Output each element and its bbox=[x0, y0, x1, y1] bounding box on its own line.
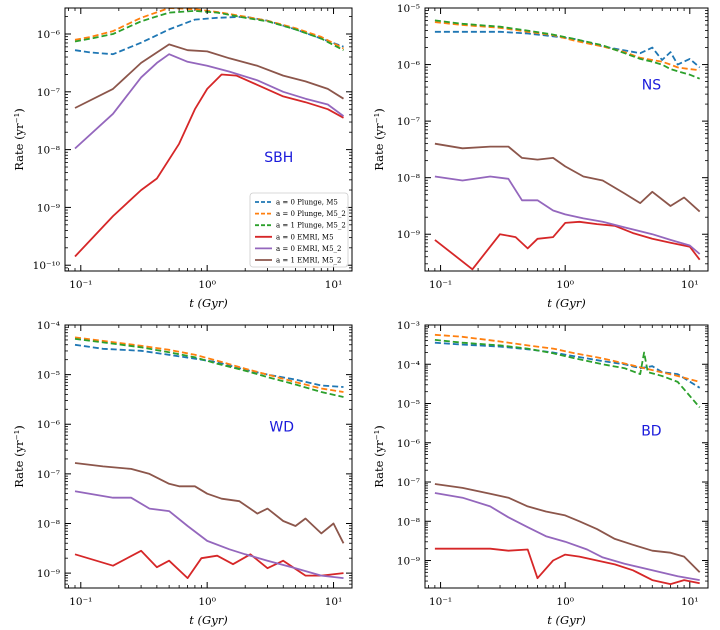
x-tick-label: 10¹ bbox=[681, 596, 699, 608]
legend-entry: a = 1 EMRI, M5_2 bbox=[276, 257, 342, 265]
series-line-plunge_a0_M5 bbox=[434, 30, 701, 69]
x-tick-label: 10⁰ bbox=[556, 596, 574, 608]
panel-bd: 10⁻¹ 10⁰ 10¹ 10⁻⁹ 10⁻⁸ 10⁻⁷ 10⁻⁶ 10⁻⁵ 10⁻⁴ 10⁻³ t … bbox=[372, 320, 709, 627]
series-line-emri_a1_M52 bbox=[74, 43, 344, 109]
y-tick-label: 10⁻⁷ bbox=[397, 116, 420, 128]
series-line-plunge_a0_M5 bbox=[434, 341, 701, 389]
y-tick-label: 10⁻⁸ bbox=[37, 518, 60, 530]
x-tick-label: 10⁰ bbox=[198, 279, 216, 291]
y-tick-label: 10⁻⁷ bbox=[37, 87, 60, 99]
series-line-plunge_a0_M52 bbox=[434, 21, 700, 72]
x-axis-label: t (Gyr) bbox=[189, 296, 227, 310]
series-line-emri_a0_M5 bbox=[74, 549, 344, 579]
x-tick-label: 10⁻¹ bbox=[429, 279, 452, 291]
y-tick-label: 10⁻⁹ bbox=[397, 556, 420, 568]
y-axis-label: Rate (yr⁻¹) bbox=[12, 425, 26, 488]
legend-entry: a = 0 EMRI, M5 bbox=[276, 233, 334, 241]
panel-label: SBH bbox=[264, 150, 293, 166]
series-line-emri_a0_M52 bbox=[74, 53, 345, 150]
plot-frame bbox=[64, 7, 353, 272]
plot-frame bbox=[424, 324, 709, 589]
series-line-emri_a0_M52 bbox=[74, 490, 344, 579]
y-tick-label: 10⁻⁶ bbox=[397, 60, 420, 72]
y-axis-label: Rate (yr⁻¹) bbox=[12, 108, 26, 171]
x-tick-label: 10⁰ bbox=[198, 596, 216, 608]
series-line-plunge_a1_M52 bbox=[74, 338, 344, 398]
panel-label: BD bbox=[641, 423, 661, 439]
series-line-plunge_a0_M5 bbox=[74, 15, 344, 56]
y-tick-label: 10⁻⁹ bbox=[397, 229, 420, 241]
series-line-plunge_a0_M52 bbox=[74, 8, 344, 50]
y-tick-label: 10⁻⁶ bbox=[37, 419, 60, 431]
x-tick-label: 10¹ bbox=[681, 279, 699, 291]
plot-frame bbox=[64, 324, 353, 589]
series-line-emri_a1_M52 bbox=[74, 462, 345, 544]
x-tick-label: 10⁻¹ bbox=[429, 596, 452, 608]
series-line-plunge_a1_M52 bbox=[434, 19, 701, 80]
y-tick-label: 10⁻⁴ bbox=[397, 359, 420, 371]
y-tick-label: 10⁻⁶ bbox=[397, 438, 420, 450]
x-axis-label: t (Gyr) bbox=[547, 613, 585, 627]
legend-entry: a = 0 Plunge, M5_2 bbox=[276, 210, 346, 218]
legend-entry: a = 0 EMRI, M5_2 bbox=[276, 245, 342, 253]
x-tick-label: 10¹ bbox=[325, 596, 343, 608]
legend-entry: a = 0 Plunge, M5 bbox=[276, 199, 338, 207]
y-tick-label: 10⁻³ bbox=[397, 320, 420, 332]
y-tick-label: 10⁻⁶ bbox=[37, 29, 60, 41]
y-tick-label: 10⁻⁵ bbox=[397, 3, 420, 15]
y-tick-label: 10⁻¹⁰ bbox=[33, 260, 60, 272]
series-line-plunge_a0_M52 bbox=[434, 333, 700, 383]
x-axis-label: t (Gyr) bbox=[189, 613, 227, 627]
y-tick-label: 10⁻⁷ bbox=[37, 469, 60, 481]
y-axis-label: Rate (yr⁻¹) bbox=[372, 425, 386, 488]
series-line-plunge_a1_M52 bbox=[74, 9, 344, 51]
panel-label: WD bbox=[269, 420, 294, 436]
series-line-emri_a0_M52 bbox=[434, 492, 700, 581]
panel-wd: 10⁻¹ 10⁰ 10¹ 10⁻⁹ 10⁻⁸ 10⁻⁷ 10⁻⁶ 10⁻⁵ 10⁻⁴ t (Gyr… bbox=[12, 320, 353, 627]
y-tick-label: 10⁻⁷ bbox=[397, 477, 420, 489]
y-tick-label: 10⁻⁸ bbox=[397, 173, 420, 185]
y-tick-label: 10⁻⁸ bbox=[397, 516, 420, 528]
y-tick-label: 10⁻⁹ bbox=[37, 202, 60, 214]
panel-sbh: 10⁻¹ 10⁰ 10¹ 10⁻¹⁰ 10⁻⁹ 10⁻⁸ 10⁻⁷ 10⁻⁶ t (Gyr) Ra… bbox=[12, 7, 353, 310]
y-tick-label: 10⁻⁵ bbox=[37, 370, 60, 382]
series-line-emri_a0_M52 bbox=[434, 175, 701, 255]
y-axis-label: Rate (yr⁻¹) bbox=[372, 108, 386, 171]
legend-entry: a = 1 Plunge, M5_2 bbox=[276, 222, 346, 230]
x-tick-label: 10¹ bbox=[325, 279, 343, 291]
series-line-plunge_a0_M52 bbox=[74, 336, 344, 393]
y-tick-label: 10⁻⁵ bbox=[397, 399, 420, 411]
series-line-plunge_a1_M52 bbox=[434, 339, 701, 408]
legend-box bbox=[249, 192, 349, 268]
panel-label: NS bbox=[642, 78, 661, 94]
series-line-emri_a0_M5 bbox=[434, 220, 701, 271]
legend: a = 0 Plunge, M5 a = 0 Plunge, M5_2a = 1 … bbox=[249, 192, 349, 268]
x-tick-label: 10⁻¹ bbox=[69, 279, 92, 291]
x-tick-label: 10⁻¹ bbox=[69, 596, 92, 608]
panel-ns: 10⁻¹ 10⁰ 10¹ 10⁻⁹ 10⁻⁸ 10⁻⁷ 10⁻⁶ 10⁻⁵ t (Gyr) Rat… bbox=[372, 3, 709, 310]
series-line-emri_a1_M52 bbox=[434, 483, 701, 573]
series-line-emri_a0_M5 bbox=[74, 73, 344, 258]
x-axis-label: t (Gyr) bbox=[547, 296, 585, 310]
series-line-emri_a1_M52 bbox=[434, 142, 701, 213]
x-tick-label: 10⁰ bbox=[556, 279, 574, 291]
plot-frame bbox=[424, 7, 709, 272]
series-line-emri_a0_M5 bbox=[434, 547, 700, 585]
y-tick-label: 10⁻⁸ bbox=[37, 145, 60, 157]
y-tick-label: 10⁻⁹ bbox=[37, 568, 60, 580]
series-line-plunge_a0_M5 bbox=[74, 343, 344, 388]
y-tick-label: 10⁻⁴ bbox=[37, 320, 60, 332]
